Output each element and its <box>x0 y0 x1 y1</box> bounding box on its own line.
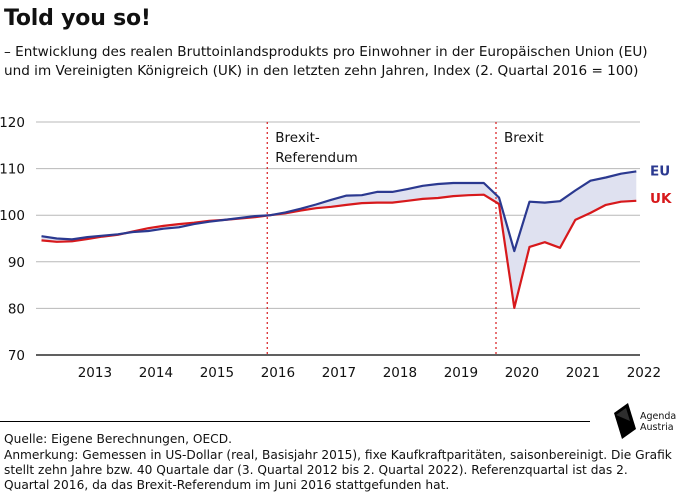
note-text: Anmerkung: Gemessen in US-Dollar (real, … <box>4 447 672 492</box>
y-tick-label: 80 <box>8 301 25 317</box>
series-label-eu: EU <box>650 163 670 179</box>
x-tick-label: 2014 <box>139 365 173 381</box>
series-line-eu <box>41 170 637 253</box>
source-text: Quelle: Eigene Berechnungen, OECD. <box>4 432 232 446</box>
series-line-uk <box>41 193 637 309</box>
y-tick-label: 110 <box>0 162 25 178</box>
logo-text: Agenda Austria <box>640 411 676 433</box>
y-tick-label: 70 <box>8 348 25 364</box>
line-chart: 70 80 90 100 110 120 2013 2014 2015 2016 2017 2018 2… <box>0 115 672 381</box>
y-tick-label: 90 <box>8 255 25 271</box>
x-tick-label: 2016 <box>261 365 295 381</box>
chart-subtitle: – Entwicklung des realen Bruttoinlandspr… <box>4 44 648 79</box>
x-tick-label: 2020 <box>505 365 539 381</box>
series-label-uk: UK <box>650 191 672 207</box>
logo-line2: Austria <box>640 422 674 433</box>
x-tick-label: 2013 <box>78 365 112 381</box>
y-tick-label: 120 <box>0 115 25 131</box>
event-label: Brexit- <box>275 130 320 146</box>
x-tick-label: 2021 <box>566 365 600 381</box>
chart-title: Told you so! <box>4 6 151 31</box>
x-tick-label: 2022 <box>627 365 661 381</box>
agenda-austria-logo-icon <box>614 403 636 439</box>
x-tick-label: 2015 <box>200 365 234 381</box>
x-tick-label: 2018 <box>383 365 417 381</box>
logo-line1: Agenda <box>640 411 677 422</box>
gap-shaded-area <box>41 171 637 308</box>
event-label: Brexit <box>504 130 544 146</box>
event-label: Referendum <box>275 150 358 166</box>
y-tick-label: 100 <box>0 208 25 224</box>
footer-divider <box>0 421 590 422</box>
x-tick-label: 2019 <box>444 365 478 381</box>
x-tick-label: 2017 <box>322 365 356 381</box>
